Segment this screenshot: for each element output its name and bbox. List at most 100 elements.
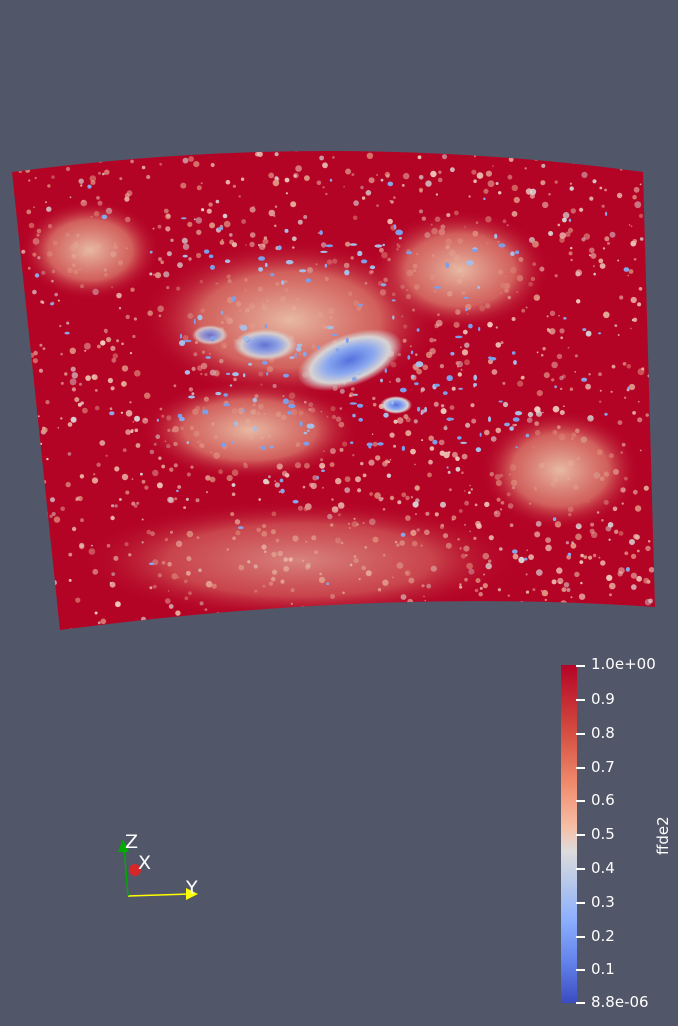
low-value-patch — [279, 478, 284, 483]
low-value-patch — [383, 412, 389, 418]
low-value-patch — [377, 442, 384, 446]
speckle — [495, 182, 499, 185]
speckle — [12, 281, 14, 286]
speckle — [121, 473, 129, 481]
speckle — [205, 475, 211, 481]
low-value-patch — [266, 371, 269, 376]
speckle — [179, 632, 186, 639]
speckle — [106, 337, 112, 343]
speckle — [132, 334, 136, 339]
speckle — [584, 146, 586, 148]
speckle — [159, 162, 163, 166]
speckle — [106, 151, 112, 153]
low-value-patch — [232, 296, 237, 299]
speckle — [308, 482, 314, 487]
speckle — [575, 533, 582, 541]
speckle — [604, 236, 610, 242]
speckle — [430, 170, 437, 178]
speckle — [632, 317, 638, 322]
speckle — [290, 201, 297, 208]
speckle — [107, 630, 112, 635]
speckle — [594, 606, 598, 611]
speckle — [532, 588, 536, 592]
speckle — [659, 631, 662, 634]
speckle — [427, 472, 432, 478]
speckle — [543, 372, 550, 379]
tick-label: 0.2 — [591, 926, 615, 945]
speckle — [598, 258, 604, 264]
speckle — [154, 272, 162, 279]
speckle — [369, 492, 373, 496]
speckle — [415, 498, 420, 503]
speckle — [593, 265, 595, 268]
speckle — [589, 196, 594, 201]
tick-mark — [576, 699, 585, 701]
speckle — [410, 448, 416, 455]
speckle — [585, 330, 592, 337]
speckle — [571, 613, 574, 615]
speckle — [529, 188, 537, 195]
speckle — [268, 172, 275, 179]
speckle — [321, 486, 324, 489]
speckle — [566, 628, 574, 630]
speckle — [124, 193, 130, 199]
field-surface — [8, 139, 662, 639]
speckle — [425, 180, 432, 187]
speckle — [84, 342, 91, 350]
low-value-patch — [582, 328, 587, 332]
speckle — [542, 347, 546, 351]
speckle — [77, 402, 82, 407]
speckle — [343, 185, 345, 188]
speckle — [556, 567, 563, 574]
speckle — [604, 160, 608, 165]
speckle — [71, 387, 76, 392]
z-axis-label: Z — [125, 831, 139, 853]
speckle — [402, 603, 406, 606]
speckle — [569, 186, 574, 191]
speckle — [393, 444, 397, 448]
speckle — [648, 567, 655, 573]
speckle — [47, 184, 51, 188]
speckle — [268, 628, 271, 630]
speckle — [601, 204, 605, 208]
speckle — [209, 222, 216, 229]
low-value-patch — [414, 382, 419, 386]
speckle — [588, 373, 591, 376]
speckle — [563, 405, 565, 408]
speckle — [97, 621, 101, 625]
low-value-patch — [265, 262, 268, 268]
speckle — [440, 404, 445, 408]
low-value-patch — [183, 339, 192, 343]
speckle — [619, 167, 623, 171]
speckle — [524, 624, 527, 627]
low-value-patch — [393, 224, 397, 230]
speckle — [67, 452, 72, 456]
speckle — [277, 144, 279, 146]
low-value-patch — [398, 237, 402, 240]
low-value-patch — [148, 562, 155, 566]
speckle — [115, 601, 121, 608]
speckle — [485, 170, 492, 177]
speckle — [170, 238, 174, 242]
speckle — [567, 611, 572, 615]
speckle — [562, 217, 567, 223]
speckle — [16, 630, 19, 633]
speckle — [576, 299, 581, 304]
speckle — [96, 462, 101, 467]
speckle — [235, 625, 240, 630]
speckle — [51, 511, 56, 517]
speckle — [80, 184, 83, 187]
speckle — [24, 139, 30, 145]
speckle — [639, 183, 642, 186]
speckle — [643, 485, 649, 491]
speckle — [389, 199, 392, 202]
speckle — [479, 139, 482, 142]
speckle — [8, 594, 11, 597]
speckle — [609, 231, 616, 238]
speckle — [231, 492, 236, 497]
speckle — [473, 154, 477, 158]
speckle — [599, 400, 602, 403]
speckle — [18, 169, 23, 173]
speckle — [141, 165, 146, 170]
